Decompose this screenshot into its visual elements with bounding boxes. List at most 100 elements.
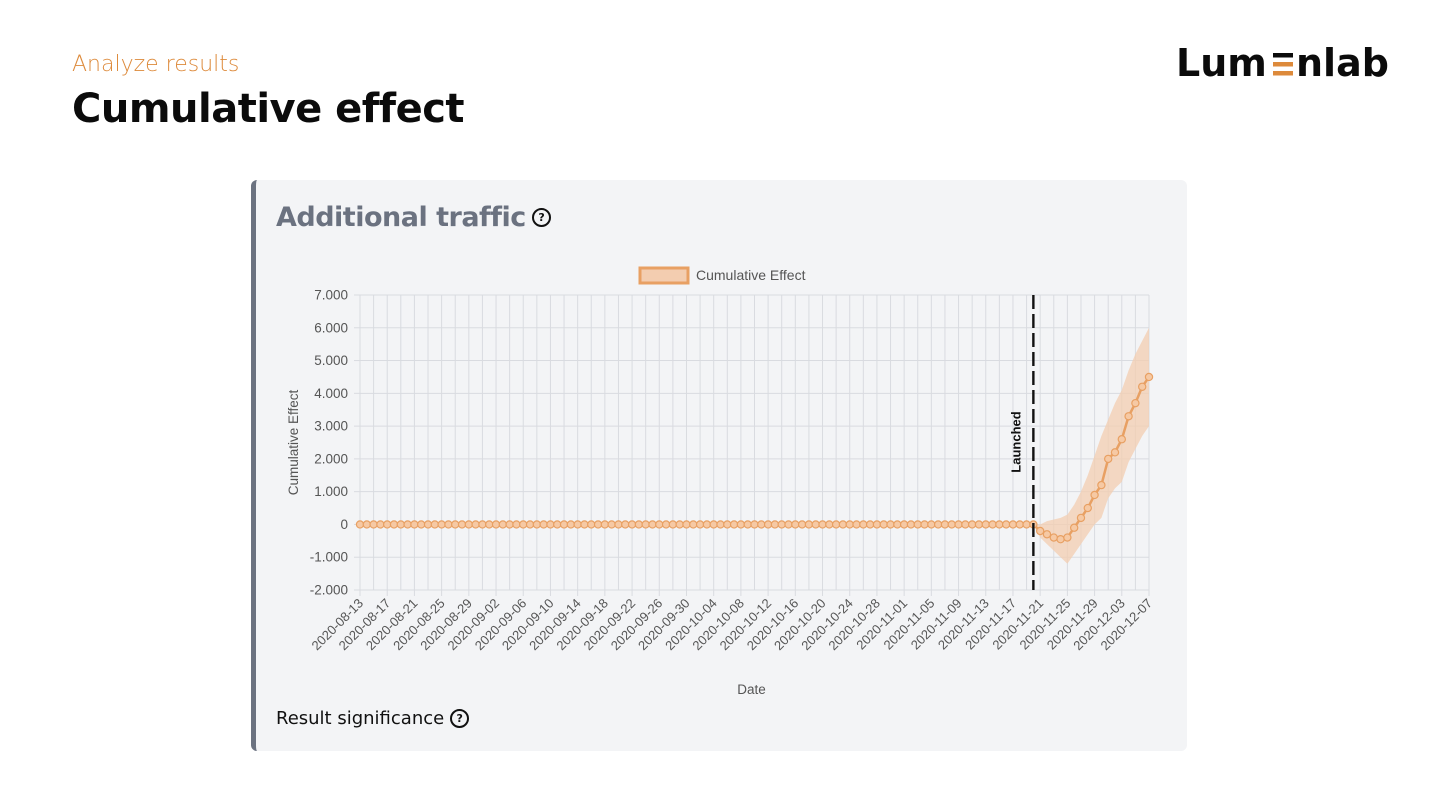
data-point <box>961 520 970 529</box>
data-point <box>614 520 623 529</box>
logo-e-bars-icon <box>1273 53 1293 76</box>
y-tick-label: 7.000 <box>314 288 348 303</box>
data-point <box>430 520 440 529</box>
data-point <box>491 520 501 529</box>
cumulative-effect-chart: 7.000 6.000 5.000 4.000 3.000 2.000 1.000 0 -1.0… <box>286 266 1155 697</box>
data-point <box>1137 382 1147 391</box>
data-point <box>906 520 916 529</box>
data-point <box>573 520 582 529</box>
data-point <box>859 520 868 529</box>
data-point <box>485 520 494 529</box>
data-point <box>1069 523 1079 532</box>
data-point <box>1083 503 1092 513</box>
data-point <box>403 520 412 529</box>
card-title-text: Additional traffic <box>276 202 526 233</box>
result-significance[interactable]: Result significance ? <box>276 708 470 729</box>
data-point <box>519 520 528 529</box>
confidence-band <box>1033 327 1149 564</box>
data-point <box>553 520 562 529</box>
data-point <box>811 520 820 529</box>
data-point <box>784 520 793 529</box>
y-tick-label: -1.000 <box>310 550 348 565</box>
data-point <box>845 520 854 529</box>
data-point <box>1063 533 1072 542</box>
data-point <box>954 520 963 529</box>
data-point <box>417 520 426 529</box>
y-tick-label: 3.000 <box>314 419 348 434</box>
data-point <box>505 520 514 529</box>
data-point <box>593 520 603 529</box>
data-point <box>464 520 474 529</box>
svg-text:Lum: Lum <box>1176 41 1267 84</box>
chart-card: Additional traffic ? 7.000 6.000 5.000 4.00… <box>251 180 1187 751</box>
data-point <box>1008 520 1018 529</box>
svg-text:nlab: nlab <box>1296 41 1389 84</box>
data-point <box>655 520 664 529</box>
data-point <box>1110 448 1120 457</box>
data-point <box>478 520 487 529</box>
data-point <box>927 520 936 529</box>
data-point <box>1117 435 1126 444</box>
data-point <box>981 520 990 529</box>
data-point <box>736 520 746 529</box>
y-tick-label: 5.000 <box>314 353 348 368</box>
data-point <box>940 520 950 529</box>
question-circle-icon[interactable]: ? <box>450 709 470 728</box>
data-point <box>709 520 718 529</box>
data-point <box>437 520 446 529</box>
data-point <box>1035 526 1045 536</box>
data-point <box>451 520 460 529</box>
data-point <box>641 520 650 529</box>
data-point <box>757 520 766 529</box>
data-point <box>1049 533 1058 542</box>
data-point <box>770 520 780 529</box>
data-point <box>566 520 576 529</box>
result-significance-label: Result significance <box>276 708 445 729</box>
data-point <box>750 520 759 529</box>
brand-logo: Lum nlab <box>1176 41 1389 84</box>
data-point <box>791 520 800 529</box>
data-point <box>1103 454 1113 464</box>
y-tick-label: -2.000 <box>310 583 348 598</box>
data-point <box>1144 372 1154 382</box>
data-point <box>920 520 929 529</box>
y-tick-label: 0 <box>340 517 348 532</box>
data-point <box>1076 513 1086 523</box>
data-point <box>763 520 773 529</box>
card-title: Additional traffic ? <box>276 202 551 233</box>
data-point <box>831 520 841 529</box>
page-title: Cumulative effect <box>72 86 465 132</box>
data-point <box>1124 412 1133 421</box>
data-point <box>743 520 752 529</box>
data-point <box>716 520 725 529</box>
data-point <box>634 520 644 529</box>
data-point <box>607 520 616 529</box>
data-point <box>369 520 378 529</box>
data-point <box>995 520 1004 529</box>
data-point <box>539 520 548 529</box>
launch-marker-label: Launched <box>1008 411 1023 472</box>
data-point <box>899 520 909 529</box>
data-point <box>852 520 861 529</box>
data-point <box>512 520 521 529</box>
data-point <box>648 520 657 529</box>
data-point <box>410 520 419 529</box>
data-point <box>532 520 542 529</box>
data-point <box>383 520 392 529</box>
data-point <box>947 520 956 529</box>
data-point <box>1022 520 1031 529</box>
question-circle-icon[interactable]: ? <box>531 208 551 227</box>
data-point <box>702 520 712 529</box>
y-tick-label: 6.000 <box>314 320 348 335</box>
data-point <box>355 520 365 529</box>
data-point <box>913 520 922 529</box>
data-point <box>893 520 902 529</box>
data-point <box>879 520 888 529</box>
data-point <box>1042 530 1052 539</box>
data-point <box>627 520 637 529</box>
data-point <box>1056 534 1065 544</box>
data-point <box>886 520 895 529</box>
y-tick-label: 4.000 <box>314 386 348 401</box>
data-point <box>423 520 433 529</box>
y-tick-label: 1.000 <box>314 484 348 499</box>
